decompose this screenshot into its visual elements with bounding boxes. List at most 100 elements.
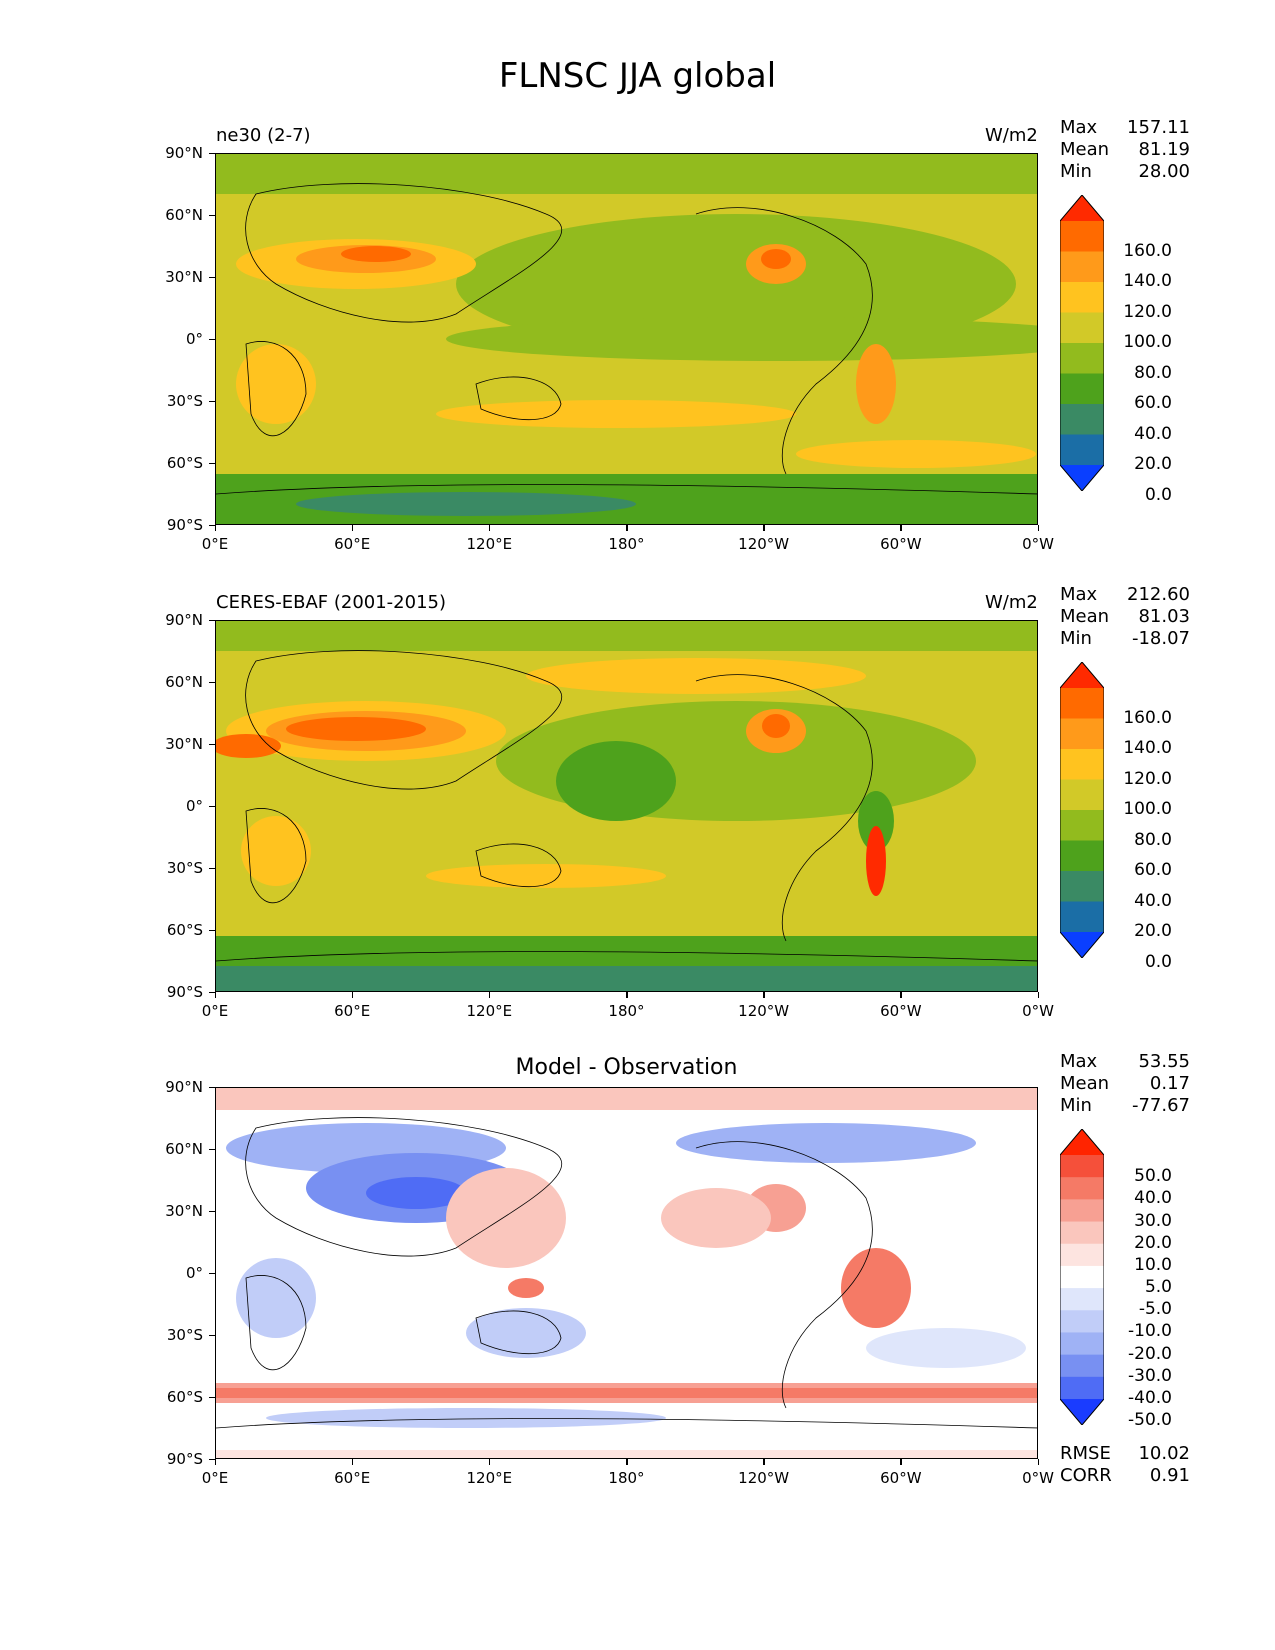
figure-title: FLNSC JJA global [498, 56, 777, 96]
colorbar-tick-label: 100.0 [1123, 799, 1172, 819]
y-tick [209, 214, 215, 216]
x-tick [900, 1459, 902, 1465]
x-tick-label: 60°W [880, 535, 922, 553]
x-tick-label: 0°W [1022, 1002, 1054, 1020]
colorbar-tick-label: 160.0 [1123, 707, 1172, 728]
y-tick-label: 0° [185, 1264, 203, 1282]
y-tick-label: 0° [185, 797, 203, 815]
y-tick [209, 462, 215, 464]
colorbar-extend-bottom [1060, 932, 1104, 958]
y-tick [209, 619, 215, 621]
colorbar-tick-label: 80.0 [1134, 829, 1172, 850]
colorbar-segment [1060, 404, 1104, 435]
x-tick [214, 1459, 216, 1465]
colorbar-tick-label: 60.0 [1134, 393, 1172, 413]
y-tick [209, 1396, 215, 1398]
colorbar-tick-label: 20.0 [1134, 921, 1172, 941]
colorbar-tick-label: -30.0 [1128, 1365, 1172, 1386]
colorbar-abs: 160.0 140.0 120.0 100.0 80.0 60.0 40.0 20.0 0.0 [1059, 194, 1172, 505]
colorbar-tick-label: 0.0 [1144, 951, 1172, 972]
colorbar-tick-label: 140.0 [1123, 271, 1172, 291]
colorbar-segment [1060, 1177, 1104, 1200]
y-tick [209, 1148, 215, 1150]
colorbar-segment [1060, 749, 1104, 780]
x-tick-label: 120°E [466, 1002, 513, 1020]
x-tick-label: 60°E [334, 1002, 371, 1020]
colorbar-segment [1060, 1221, 1104, 1245]
stat-max: Max 212.60 [1060, 584, 1190, 605]
x-tick-label: 180° [608, 1002, 645, 1020]
x-tick-label: 0°W [1022, 1469, 1054, 1487]
x-tick-label: 60°E [334, 1469, 371, 1487]
stats-box: Max 157.11 Mean 81.19 Min 28.00 [1060, 117, 1190, 183]
y-tick [209, 1086, 215, 1088]
x-tick [626, 525, 628, 531]
colorbar-svg [1059, 661, 1105, 959]
colorbar-tick-label: 40.0 [1134, 1188, 1172, 1209]
y-tick [209, 276, 215, 278]
y-tick-label: 60°N [165, 1140, 203, 1158]
colorbar-segment [1060, 1199, 1104, 1223]
colorbar-svg [1059, 194, 1105, 492]
x-tick-label: 120°E [466, 1469, 513, 1487]
x-tick [626, 1459, 628, 1465]
x-tick [626, 992, 628, 998]
colorbar-extend-top [1060, 195, 1104, 221]
colorbar-tick-label: 20.0 [1134, 454, 1172, 474]
y-tick [209, 929, 215, 931]
x-tick-label: 60°W [880, 1469, 922, 1487]
x-tick-label: 0°E [201, 535, 229, 553]
colorbar-segment [1060, 282, 1104, 313]
colorbar-segment [1060, 1332, 1104, 1356]
colorbar-segment [1060, 840, 1104, 872]
colorbar-tick-label: 0.0 [1144, 484, 1172, 505]
colorbar-segment [1060, 1354, 1104, 1378]
colorbar-tick-label: 100.0 [1123, 332, 1172, 352]
x-tick [214, 992, 216, 998]
y-tick-label: 90°N [165, 1078, 203, 1096]
y-tick [209, 400, 215, 402]
x-tick [1037, 992, 1039, 998]
colorbar-tick-label: 120.0 [1123, 301, 1172, 322]
stat-min: Min 28.00 [1060, 161, 1190, 182]
colorbar-extend-bottom [1060, 465, 1104, 491]
y-tick [209, 1334, 215, 1336]
colorbar-segment [1060, 1288, 1104, 1311]
colorbar-tick-label: 40.0 [1134, 423, 1172, 444]
panel-units: W/m2 [985, 125, 1038, 146]
y-tick-label: 60°S [166, 454, 203, 472]
x-tick-label: 120°W [738, 535, 790, 553]
y-tick [209, 1272, 215, 1274]
y-tick [209, 867, 215, 869]
y-tick-label: 30°S [166, 392, 203, 410]
map-model [215, 153, 1038, 525]
x-tick-label: 0°E [201, 1002, 229, 1020]
y-tick [209, 524, 215, 526]
stat-max: Max 53.55 [1060, 1051, 1190, 1072]
colorbar-segment [1060, 901, 1104, 933]
colorbar-segment [1060, 221, 1104, 252]
y-tick-label: 30°N [165, 1202, 203, 1220]
colorbar-segment [1060, 871, 1104, 902]
y-tick-label: 30°N [165, 735, 203, 753]
colorbar-tick-label: 120.0 [1123, 768, 1172, 789]
x-tick [351, 1459, 354, 1465]
colorbar-extend-bottom [1060, 1399, 1104, 1425]
colorbar-tick-label: -10.0 [1128, 1321, 1172, 1342]
colorbar-tick-label: -20.0 [1128, 1343, 1172, 1364]
x-tick [1037, 525, 1039, 531]
y-tick [209, 338, 215, 340]
y-tick-label: 60°S [166, 1388, 203, 1406]
stat-mean: Mean 81.03 [1060, 606, 1190, 627]
x-tick [763, 1459, 765, 1465]
x-tick [488, 525, 491, 531]
error-stats-box: RMSE 10.02 CORR 0.91 [1060, 1443, 1190, 1487]
map-obs [215, 620, 1038, 992]
colorbar-tick-label: 20.0 [1134, 1232, 1172, 1253]
x-tick [488, 1459, 491, 1465]
colorbar-segment [1060, 1376, 1104, 1400]
x-tick-label: 180° [608, 1469, 645, 1487]
panel-obs: CERES-EBAF (2001-2015) W/m2 [0, 467, 1275, 1020]
colorbar-segment [1060, 779, 1104, 811]
x-tick [763, 525, 765, 531]
